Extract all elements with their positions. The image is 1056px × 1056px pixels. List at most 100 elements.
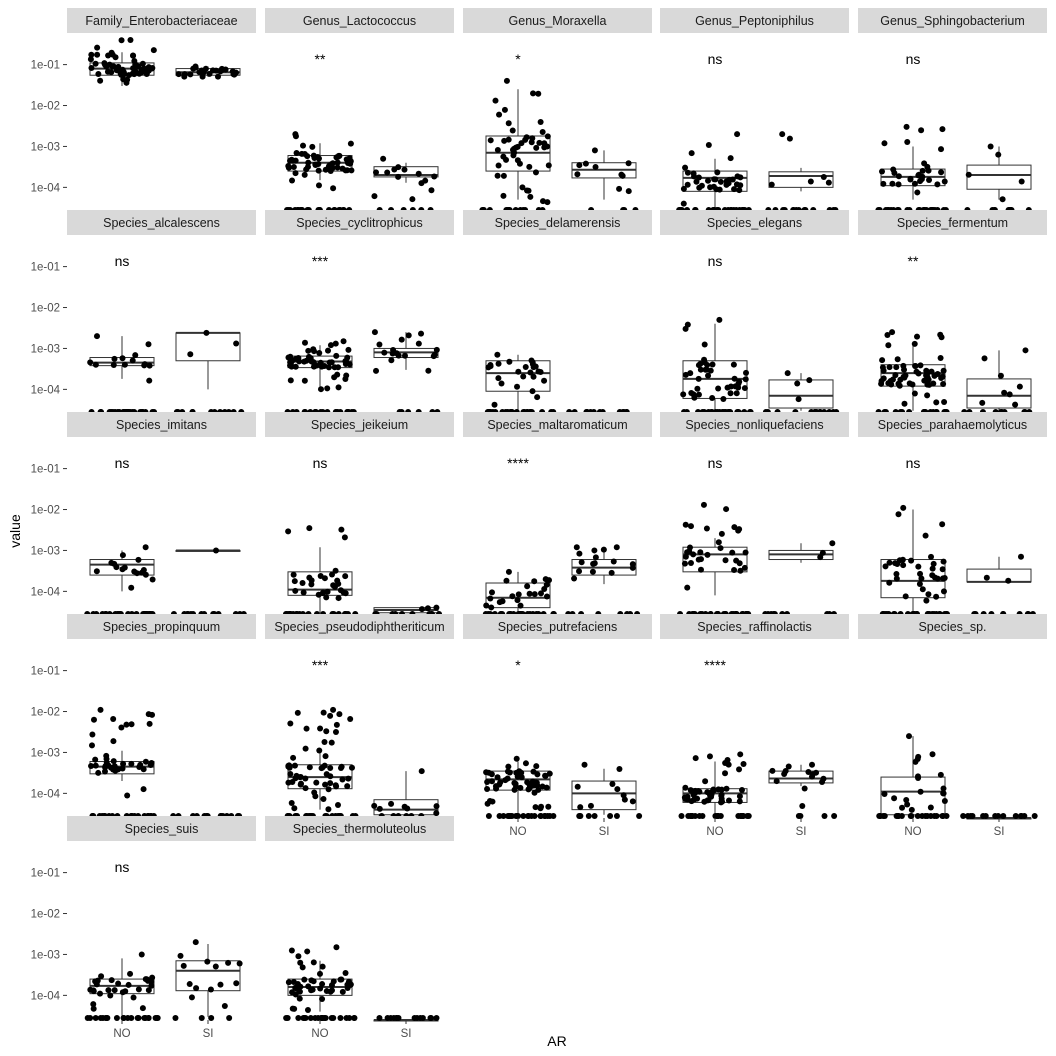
data-point [915, 370, 922, 377]
data-point [541, 586, 548, 593]
data-point [512, 780, 519, 787]
data-point [729, 549, 736, 556]
data-point [878, 380, 885, 387]
data-point [797, 813, 804, 819]
data-point [600, 546, 607, 553]
data-point [180, 962, 187, 969]
facet-strip-label: Species_cyclitrophicus [296, 216, 422, 230]
box [768, 379, 834, 409]
data-point [300, 142, 307, 149]
data-point [904, 139, 911, 146]
data-point [344, 984, 351, 991]
significance-label: **** [507, 455, 529, 471]
data-point [324, 385, 331, 392]
data-point [698, 182, 705, 189]
data-point [113, 1015, 120, 1021]
data-point [629, 798, 636, 805]
data-point [332, 728, 339, 735]
data-point [682, 553, 689, 560]
x-tick-label: NO [706, 826, 723, 838]
data-point [233, 340, 240, 347]
data-point [118, 37, 125, 44]
facet-strip-label: Species_propinquum [103, 620, 220, 634]
data-point [494, 774, 501, 781]
data-point [305, 159, 312, 166]
data-point [939, 521, 946, 528]
data-point [388, 800, 395, 807]
data-point [331, 364, 338, 371]
data-point [573, 544, 580, 551]
y-tick-label: 1e-01 [31, 262, 60, 274]
data-point [313, 779, 320, 786]
data-point [941, 178, 948, 185]
data-point [140, 786, 147, 793]
data-point [513, 769, 520, 776]
data-point [332, 340, 339, 347]
data-point [398, 336, 405, 343]
y-tick-label: 1e-03 [31, 141, 60, 153]
data-point [807, 178, 814, 185]
data-point [110, 738, 117, 745]
data-point [616, 766, 623, 773]
data-point [726, 176, 733, 183]
data-point [90, 988, 97, 995]
data-point [625, 160, 632, 167]
facet-strip-label: Genus_Peptoniphilus [695, 14, 814, 28]
data-point [119, 355, 126, 362]
data-point [736, 187, 743, 194]
facet-panel: Family_Enterobacteriaceae 1e-01 1e-02 1e-03… [31, 8, 256, 194]
data-point [431, 351, 438, 358]
data-point [886, 364, 893, 371]
data-point [919, 586, 926, 593]
data-point [919, 173, 926, 180]
data-point [821, 813, 828, 819]
data-point [317, 725, 324, 732]
data-point [135, 556, 142, 563]
data-point [817, 554, 824, 561]
data-point [496, 111, 503, 118]
facet-panel: Species_thermoluteolus NO SI [265, 816, 454, 1040]
data-point [388, 357, 395, 364]
data-point [537, 119, 544, 126]
data-point [542, 772, 549, 779]
data-point [889, 180, 896, 187]
data-point [333, 352, 340, 359]
data-point [941, 797, 948, 804]
data-point [678, 813, 685, 819]
data-point [939, 566, 946, 573]
data-point [717, 178, 724, 185]
data-point [731, 186, 738, 193]
data-point [325, 347, 332, 354]
data-point [287, 353, 294, 360]
data-point [289, 779, 296, 786]
data-point [934, 371, 941, 378]
data-point [316, 747, 323, 754]
data-point [142, 758, 149, 765]
data-point [285, 528, 292, 535]
data-point [509, 593, 516, 600]
data-point [806, 377, 813, 384]
data-point [322, 753, 329, 760]
data-point [528, 139, 535, 146]
data-point [322, 166, 329, 173]
data-point [737, 182, 744, 189]
data-point [695, 391, 702, 398]
data-point [291, 805, 298, 812]
data-point [704, 551, 711, 558]
data-point [695, 375, 702, 382]
data-point [687, 560, 694, 567]
data-point [94, 44, 101, 51]
data-point [924, 392, 931, 399]
data-point [395, 173, 402, 180]
data-point [101, 60, 108, 67]
data-point [781, 771, 788, 778]
data-point [709, 788, 716, 795]
data-point [692, 787, 699, 794]
data-point [102, 764, 109, 771]
data-point [428, 187, 435, 194]
data-point [108, 69, 115, 76]
data-point [485, 769, 492, 776]
data-point [725, 761, 732, 768]
data-point [128, 721, 135, 728]
